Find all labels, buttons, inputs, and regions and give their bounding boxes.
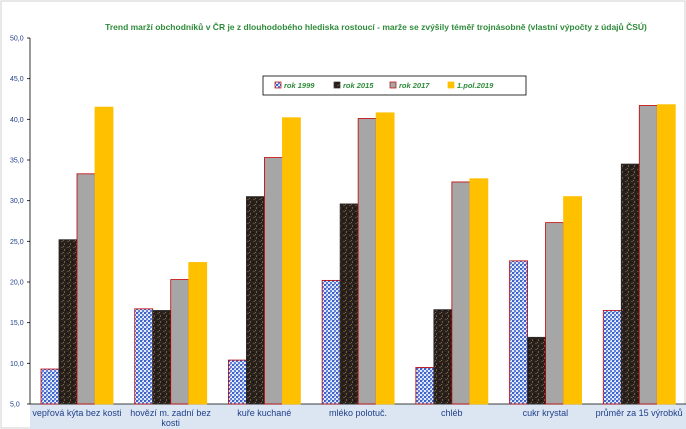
category-label: hovězí m. zadní bez	[130, 408, 211, 418]
category-label: mléko polotuč.	[329, 408, 387, 418]
bar-rok-2017-0	[76, 173, 96, 405]
y-axis-ticks: 5,0 10,0 15,0 20,0 25,0 30,0 35,0 40,0 45,0 50,0	[10, 36, 30, 409]
y-tick-label: 40,0	[10, 117, 24, 124]
y-tick-label: 15,0	[10, 320, 24, 327]
bar-1-pol-2019-0	[94, 106, 114, 405]
bar-rok-2015-5	[527, 336, 546, 405]
category-label: cukr krystal	[523, 408, 569, 418]
bars-group	[40, 104, 676, 405]
bar-1-pol-2019-2	[282, 117, 301, 405]
bar-1-pol-2019-6	[656, 104, 676, 405]
bar-rok-2017-1	[170, 279, 190, 405]
bar-rok-2015-1	[152, 310, 172, 405]
legend-label: rok 2015	[343, 81, 374, 90]
legend-label: 1.pol.2019	[457, 81, 494, 90]
bar-rok-1999-1	[134, 308, 154, 405]
bar-rok-2017-3	[357, 118, 377, 405]
bar-rok-2017-2	[264, 157, 283, 405]
legend-marker	[274, 81, 282, 89]
bar-rok-2015-4	[433, 309, 453, 405]
bar-1-pol-2019-4	[469, 178, 489, 405]
y-tick-label: 30,0	[10, 198, 24, 205]
category-label: chléb	[441, 408, 463, 418]
legend-marker	[333, 81, 341, 89]
legend-marker	[389, 81, 397, 89]
legend-label: rok 1999	[284, 81, 315, 90]
category-labels: vepřová kýta bez kosti hovězí m. zadní be…	[32, 408, 682, 428]
y-tick-label: 10,0	[10, 361, 24, 368]
bar-1-pol-2019-1	[188, 262, 208, 405]
bar-rok-1999-2	[228, 359, 247, 405]
y-tick-label: 35,0	[10, 158, 24, 165]
bar-rok-1999-6	[602, 310, 622, 405]
category-axis-band	[30, 404, 686, 429]
category-label: kosti	[161, 418, 180, 428]
legend-label: rok 2017	[399, 81, 430, 90]
bar-rok-1999-4	[415, 366, 435, 405]
bar-rok-2017-6	[638, 105, 658, 405]
bar-rok-2015-3	[339, 203, 359, 405]
bar-rok-2017-5	[545, 222, 564, 405]
legend-marker	[447, 81, 455, 89]
y-tick-label: 50,0	[10, 36, 24, 43]
bar-rok-2015-6	[620, 163, 640, 405]
category-label: kuře kuchané	[237, 408, 291, 418]
legend: rok 1999 rok 2015 rok 2017 1.pol.2019	[262, 75, 527, 96]
y-tick-label: 5,0	[10, 402, 20, 409]
bar-1-pol-2019-5	[563, 196, 582, 405]
bar-rok-1999-3	[321, 279, 341, 405]
bar-rok-1999-5	[509, 260, 528, 405]
y-tick-label: 20,0	[10, 280, 24, 287]
bar-1-pol-2019-3	[375, 112, 395, 405]
category-label: průměr za 15 výrobků	[596, 408, 683, 418]
chart-title: Trend marží obchodníků v ČR je z dlouhod…	[105, 21, 647, 32]
y-tick-label: 25,0	[10, 239, 24, 246]
y-tick-label: 45,0	[10, 76, 24, 83]
bar-rok-2015-0	[58, 239, 78, 405]
bar-rok-2017-4	[451, 181, 471, 405]
bar-rok-2015-2	[246, 196, 265, 405]
category-label: vepřová kýta bez kosti	[32, 408, 121, 418]
bar-rok-1999-0	[40, 368, 60, 405]
